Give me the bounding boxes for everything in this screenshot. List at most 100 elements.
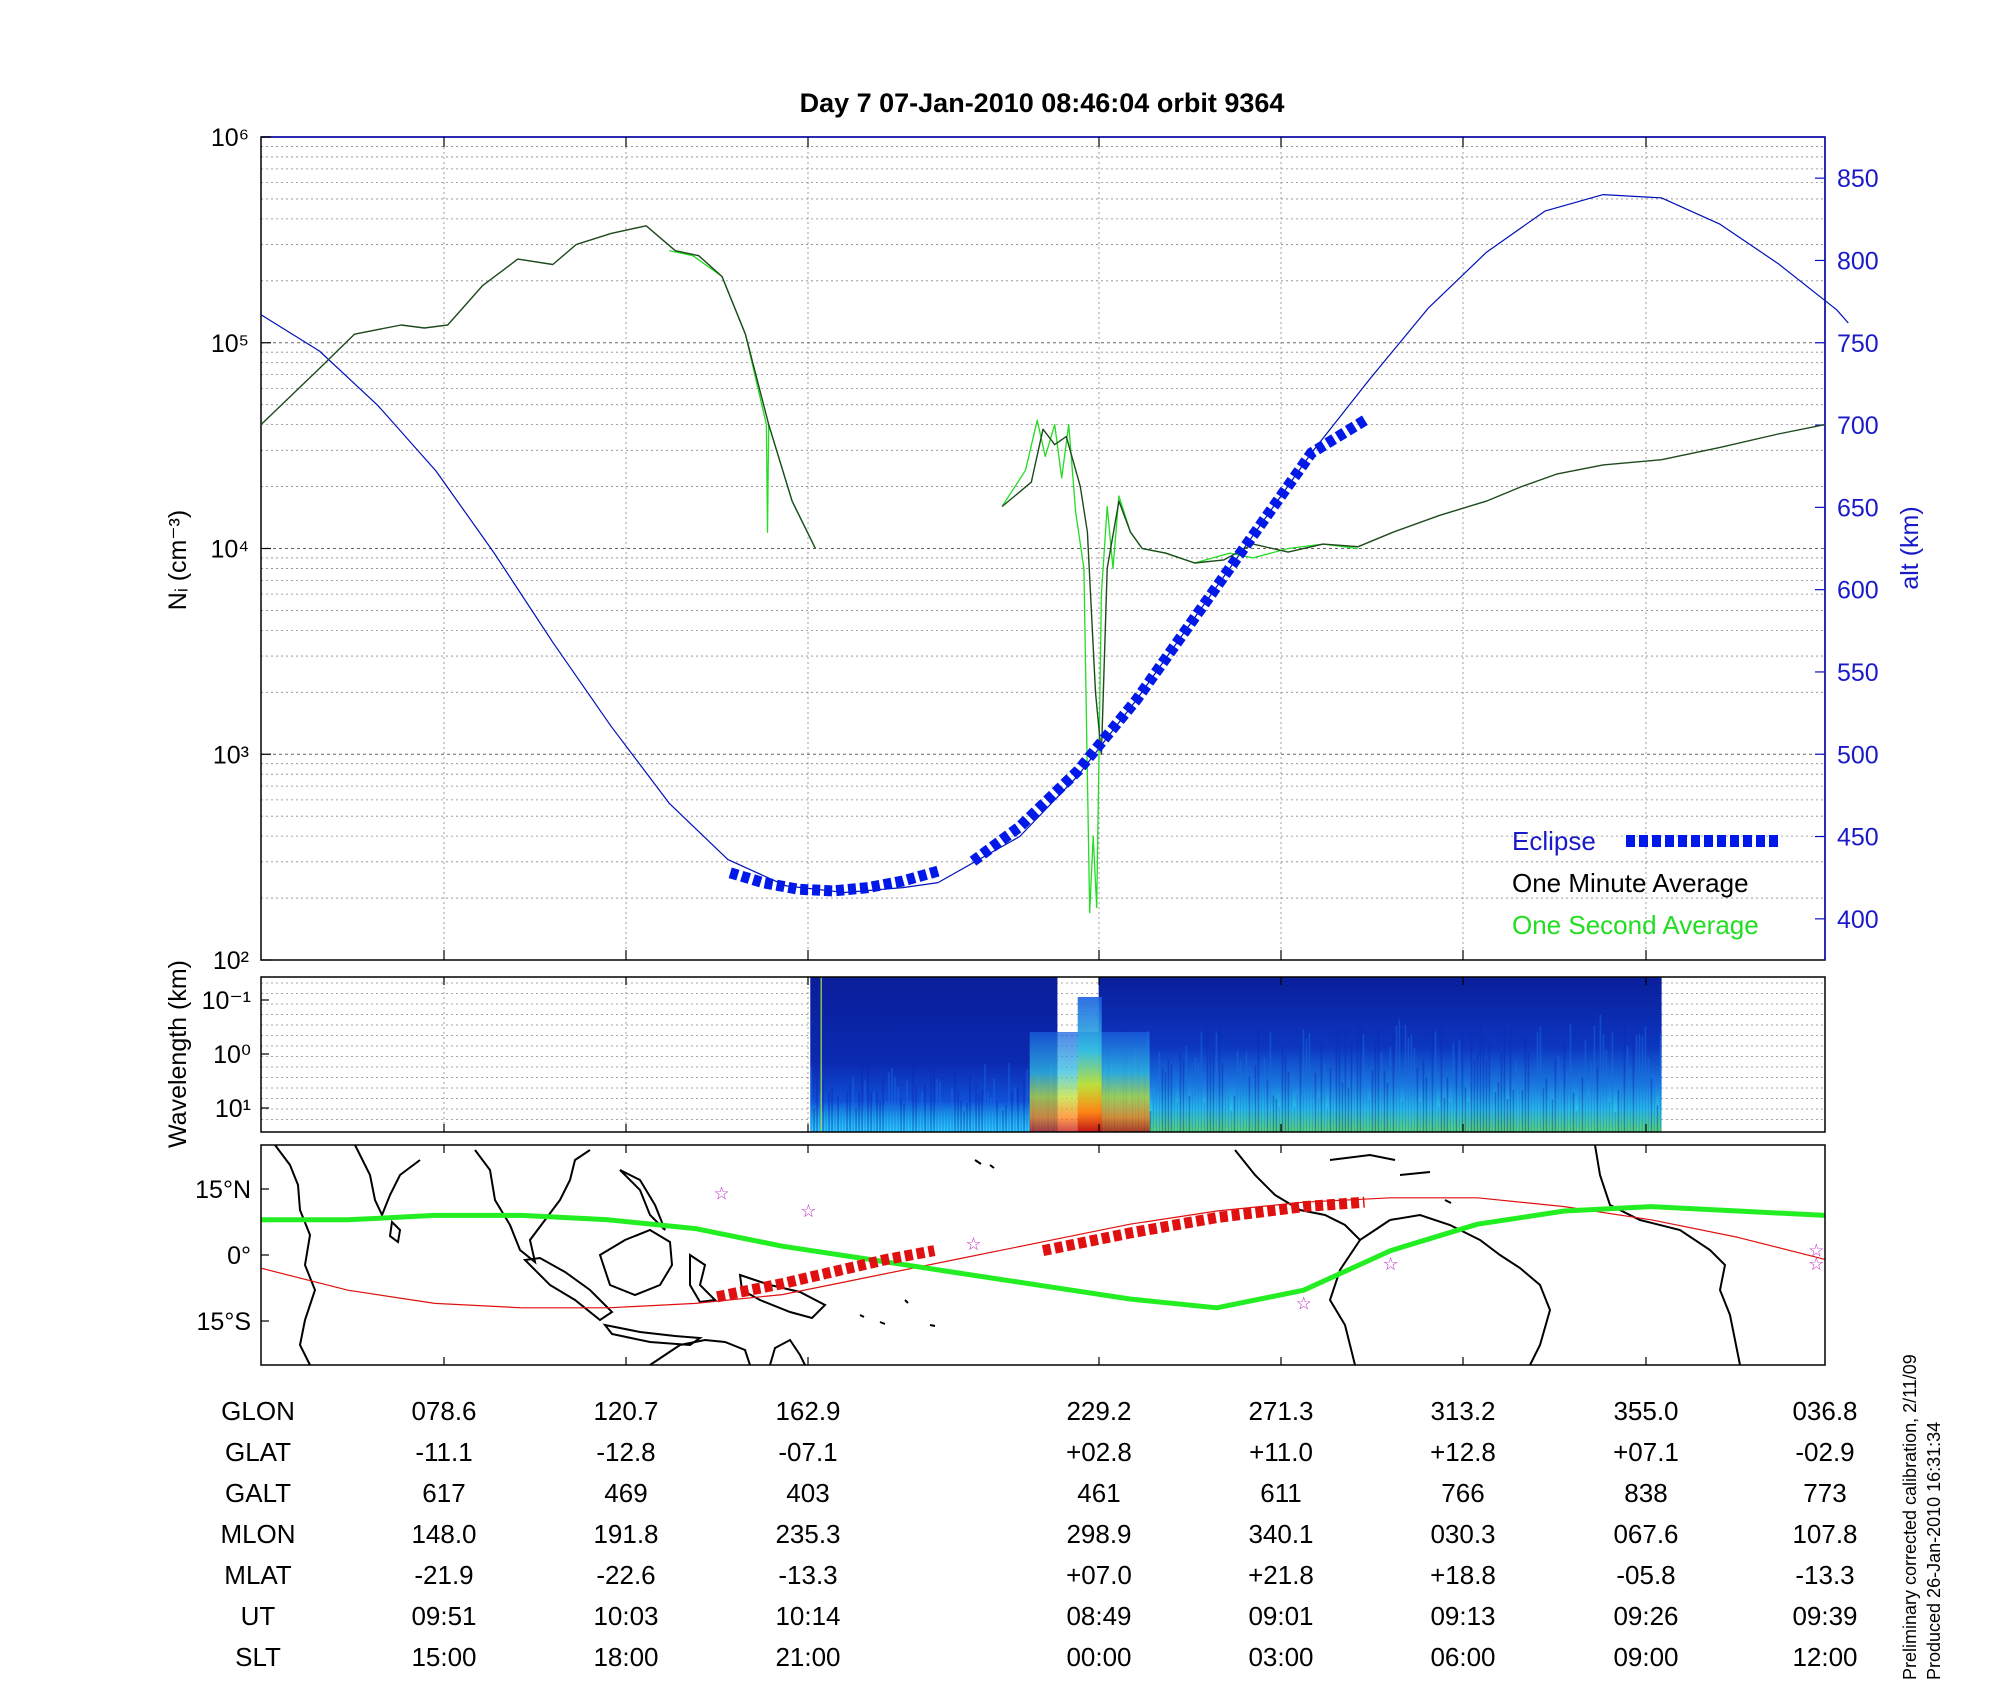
spectrogram-streak: [843, 1102, 845, 1132]
coastline-srilanka: [388, 1219, 402, 1244]
spectrogram-streak: [1635, 1035, 1638, 1132]
spectrogram-streak: [1284, 1052, 1287, 1132]
y-tick-label: 10⁰: [213, 1041, 251, 1069]
coastline-australia: [649, 1338, 806, 1366]
spectrogram-streak: [894, 1077, 896, 1132]
spectrogram-streak: [1260, 1079, 1263, 1132]
spectrogram-streak: [933, 1063, 935, 1132]
spectrogram-streak: [1476, 1053, 1479, 1132]
map-star-marker: ☆: [1296, 1293, 1312, 1313]
spectrogram-streak: [1650, 1079, 1653, 1132]
spectrogram-streak: [1257, 1027, 1260, 1132]
table-cell: +11.0: [1249, 1437, 1313, 1467]
spectrogram-streak: [1239, 1060, 1242, 1132]
spectrogram-streak: [1611, 1032, 1614, 1132]
spectrogram-streak: [1155, 1078, 1158, 1132]
legend-label-second: One Second Average: [1512, 910, 1759, 940]
map-star-marker: ☆: [1808, 1254, 1824, 1274]
spectrogram-hotspot-core: [1077, 997, 1102, 1132]
spectrogram-streak: [1575, 1111, 1578, 1132]
coastline-sulawesi: [689, 1253, 718, 1304]
table-cell: 340.1: [1248, 1519, 1313, 1549]
spectrogram-streak: [1182, 1060, 1185, 1132]
spectrogram-streak: [1332, 1078, 1335, 1132]
table-cell: 067.6: [1613, 1519, 1678, 1549]
table-cell: 271.3: [1248, 1396, 1313, 1426]
table-cell: +07.1: [1613, 1437, 1679, 1467]
y-tick-label: 10⁶: [211, 124, 249, 152]
spectrogram-streak: [1365, 1077, 1368, 1132]
spectrogram-streak: [1485, 1061, 1488, 1132]
spectrogram-streak: [1281, 1045, 1284, 1132]
y-tick-label: 10⁴: [210, 536, 249, 564]
spectrogram-streak: [861, 1062, 863, 1132]
spectrogram-streak: [1596, 1067, 1599, 1132]
table-cell: 09:51: [411, 1601, 476, 1631]
table-cell: 036.8: [1792, 1396, 1857, 1426]
density-x-ticks: [443, 137, 1647, 960]
y2-tick-label: 500: [1837, 741, 1879, 769]
spectrogram-streak: [870, 1092, 872, 1132]
y-tick-label: 10⁵: [211, 330, 249, 358]
table-cell: 766: [1441, 1478, 1484, 1508]
spectrogram-streak: [1473, 1060, 1476, 1132]
spectrogram-streak: [906, 1080, 908, 1132]
table-cell: 148.0: [411, 1519, 476, 1549]
table-cell: -02.9: [1795, 1437, 1854, 1467]
table-cell: 15:00: [411, 1642, 476, 1672]
series-eclipse: [969, 415, 1368, 866]
spectrogram-blocks: [810, 977, 1662, 1132]
table-cell: 469: [604, 1478, 647, 1508]
spectrogram-streak: [1581, 1076, 1584, 1132]
spectrogram-streak: [1305, 1038, 1308, 1132]
spectrogram-streak: [1407, 1037, 1410, 1132]
spectrogram-streak: [855, 1107, 857, 1132]
spectrogram-streak: [879, 1101, 881, 1132]
spectrogram-streak: [1161, 1067, 1164, 1132]
map-eclipse-track: [716, 1245, 936, 1303]
spectrogram-streak: [864, 1080, 866, 1132]
spectrogram-streak: [1413, 1047, 1416, 1132]
spectrogram-streak: [1347, 1087, 1350, 1132]
spectrogram-streak: [1491, 1076, 1494, 1132]
spectrogram-streak: [1020, 1108, 1022, 1132]
spectrogram-streak: [1344, 1029, 1347, 1132]
spectrogram-streak: [1206, 1019, 1209, 1132]
spectrogram-streak: [903, 1103, 905, 1132]
spectrogram-streak: [1209, 1051, 1212, 1132]
y2-tick-label: 750: [1837, 330, 1879, 358]
series-eclipse: [728, 865, 940, 897]
coastline-map: [274, 1144, 1741, 1366]
spectrogram-streak: [1509, 1028, 1512, 1132]
spectrogram-streak: [897, 1086, 899, 1132]
spectrogram-streak: [999, 1110, 1001, 1132]
spectrogram-streak: [948, 1110, 950, 1132]
spectrogram-streak: [849, 1084, 851, 1132]
spectrogram-streak: [1638, 1033, 1641, 1132]
table-cell: 191.8: [593, 1519, 658, 1549]
legend-label-eclipse: Eclipse: [1512, 826, 1596, 856]
spectrogram-streak: [1164, 1071, 1167, 1132]
spectrogram-panel: 10⁻¹ 10⁰ 10¹ Wavelength (km): [164, 960, 1826, 1148]
series-one-minute-average: [1001, 423, 1826, 755]
altitude-y-ticks: 400 450 500 550 600 650 700 750 800 850: [1815, 165, 1879, 934]
spectrogram-streak: [1248, 1076, 1251, 1132]
spectrogram-streak: [1026, 1069, 1028, 1132]
spectrogram-streak: [960, 1100, 962, 1132]
table-cell: -13.3: [778, 1560, 837, 1590]
spectrogram-streak: [1167, 1060, 1170, 1132]
table-cell: 06:00: [1430, 1642, 1495, 1672]
spectrogram-streak: [867, 1066, 869, 1132]
y-tick-label: 10⁻¹: [202, 987, 251, 1015]
spectrogram-streak: [1293, 1107, 1296, 1132]
spectrogram-streak: [858, 1091, 860, 1132]
spectrogram-streak: [1368, 1099, 1371, 1132]
spectrogram-streak: [1554, 1060, 1557, 1132]
spectrogram-streak: [1275, 1098, 1278, 1132]
spectrogram-streak: [1014, 1087, 1016, 1132]
map-star-marker: ☆: [800, 1201, 816, 1221]
spectrogram-streak: [1269, 1031, 1272, 1132]
spectrogram-streak: [1008, 1063, 1010, 1132]
spectrogram-streak: [1470, 1035, 1473, 1132]
spectrogram-streak: [942, 1103, 944, 1132]
